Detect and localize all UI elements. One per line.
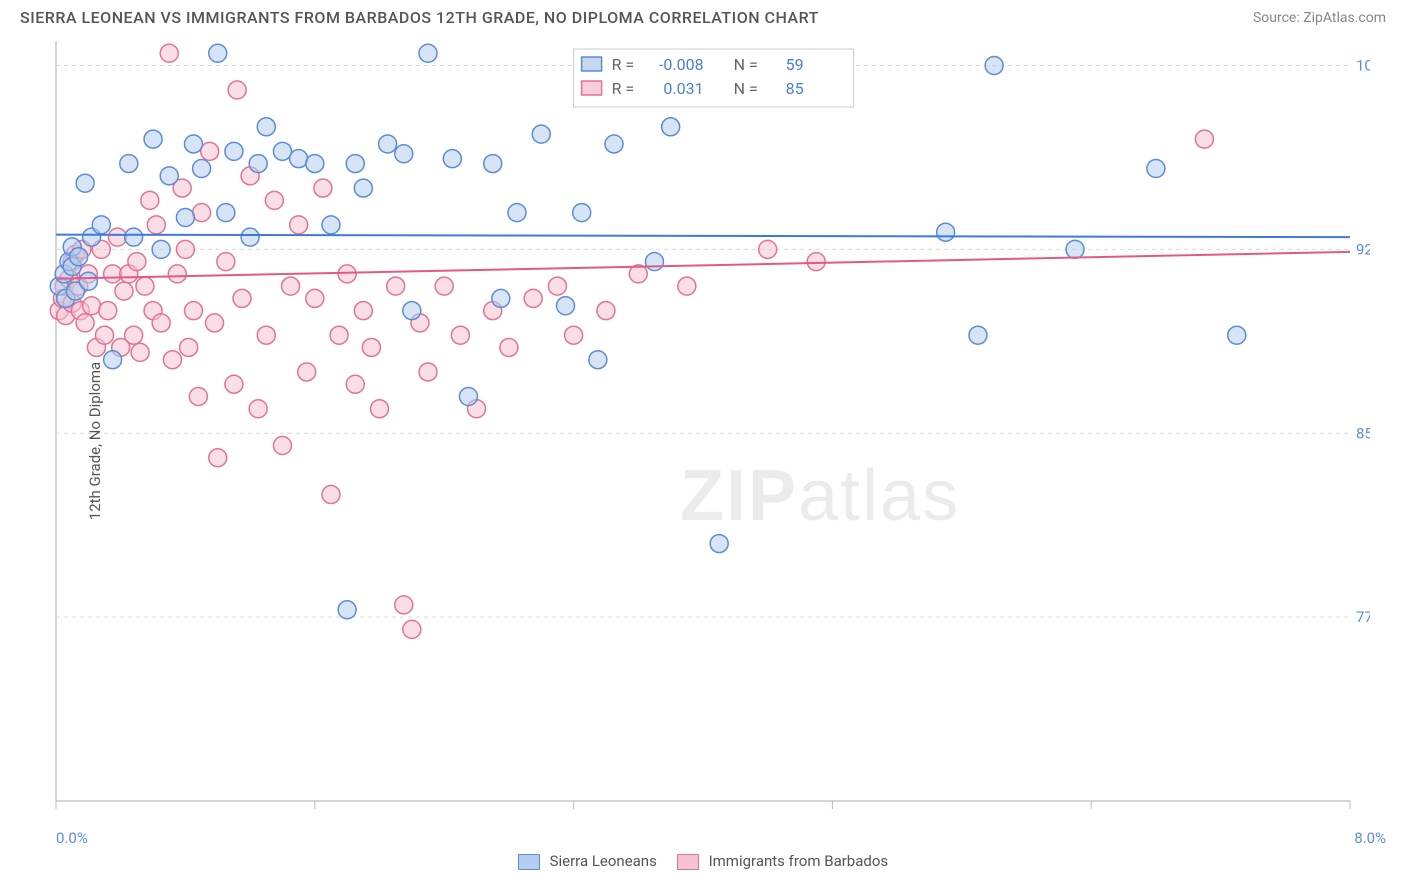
x-max-label: 8.0% <box>1354 829 1386 847</box>
svg-text:0.031: 0.031 <box>663 79 703 98</box>
svg-text:100.0%: 100.0% <box>1356 57 1370 75</box>
svg-text:92.5%: 92.5% <box>1356 240 1370 258</box>
svg-text:-0.008: -0.008 <box>659 55 704 74</box>
svg-text:R =: R = <box>612 55 635 74</box>
svg-text:85.0%: 85.0% <box>1356 424 1370 442</box>
svg-text:R =: R = <box>612 79 635 98</box>
bottom-legend: Sierra Leoneans Immigrants from Barbados <box>0 852 1406 870</box>
legend-label-2: Immigrants from Barbados <box>709 852 889 870</box>
svg-text:77.5%: 77.5% <box>1356 608 1370 626</box>
svg-text:85: 85 <box>786 79 804 98</box>
x-axis-end-labels: 0.0% 8.0% <box>56 829 1386 847</box>
legend-swatch-2 <box>677 854 699 870</box>
legend-item-2: Immigrants from Barbados <box>677 852 888 870</box>
scatter-chart: 77.5% 85.0% 92.5% 100.0% R = -0.008 N = 59 R = 0.… <box>40 35 1370 825</box>
source-label: Source: ZipAtlas.com <box>1253 10 1386 26</box>
chart-title: SIERRA LEONEAN VS IMMIGRANTS FROM BARBAD… <box>20 8 819 27</box>
legend-label-1: Sierra Leoneans <box>550 852 657 870</box>
y-axis-label: 12th Grade, No Diploma <box>86 362 104 520</box>
svg-text:N =: N = <box>734 55 758 74</box>
x-min-label: 0.0% <box>56 829 88 847</box>
svg-text:59: 59 <box>786 55 804 74</box>
legend-swatch-1 <box>518 854 540 870</box>
title-bar: SIERRA LEONEAN VS IMMIGRANTS FROM BARBAD… <box>0 0 1406 31</box>
legend-item-1: Sierra Leoneans <box>518 852 657 870</box>
chart-container: 12th Grade, No Diploma 77.5% 85.0% 92.5% 10… <box>40 35 1386 847</box>
svg-text:N =: N = <box>734 79 758 98</box>
